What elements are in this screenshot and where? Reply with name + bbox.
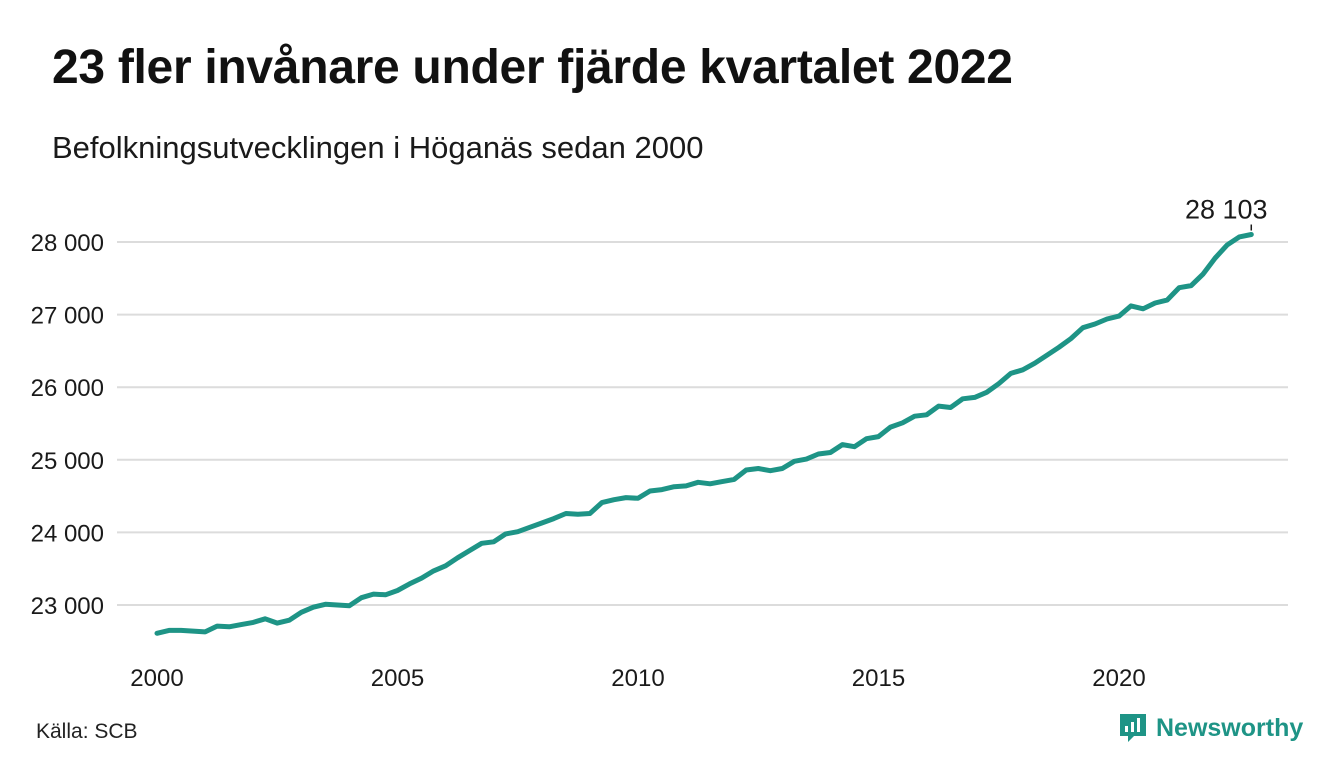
x-tick-label: 2015 [852, 665, 905, 692]
brand-name: Newsworthy [1156, 713, 1304, 742]
line-chart: 23 000 24 000 25 000 26 000 27 000 28 000 200… [31, 195, 1288, 692]
x-tick-label: 2005 [371, 665, 424, 692]
chart-subtitle: Befolkningsutvecklingen i Höganäs sedan … [52, 130, 704, 165]
source-note: Källa: SCB [36, 720, 138, 743]
y-axis-labels: 23 000 24 000 25 000 26 000 27 000 28 000 [31, 230, 104, 620]
chart-title: 23 fler invånare under fjärde kvartalet … [52, 41, 1013, 94]
y-tick-label: 23 000 [31, 593, 104, 620]
y-tick-label: 25 000 [31, 448, 104, 475]
newsworthy-logo-icon [1118, 712, 1148, 744]
brand-logo[interactable]: Newsworthy [1118, 712, 1303, 744]
annotation-layer: 28 103 [1185, 195, 1268, 231]
y-tick-label: 27 000 [31, 303, 104, 330]
x-tick-label: 2020 [1092, 665, 1145, 692]
x-tick-label: 2010 [611, 665, 664, 692]
y-tick-label: 28 000 [31, 230, 104, 257]
series-layer [154, 232, 1254, 636]
y-tick-label: 26 000 [31, 375, 104, 402]
end-value-label: 28 103 [1185, 195, 1268, 225]
grid-lines [117, 241, 1288, 606]
y-tick-label: 24 000 [31, 520, 104, 547]
x-tick-label: 2000 [130, 665, 183, 692]
x-axis-labels: 2000 2005 2010 2015 2020 [130, 665, 1145, 692]
series-line [154, 232, 1254, 636]
